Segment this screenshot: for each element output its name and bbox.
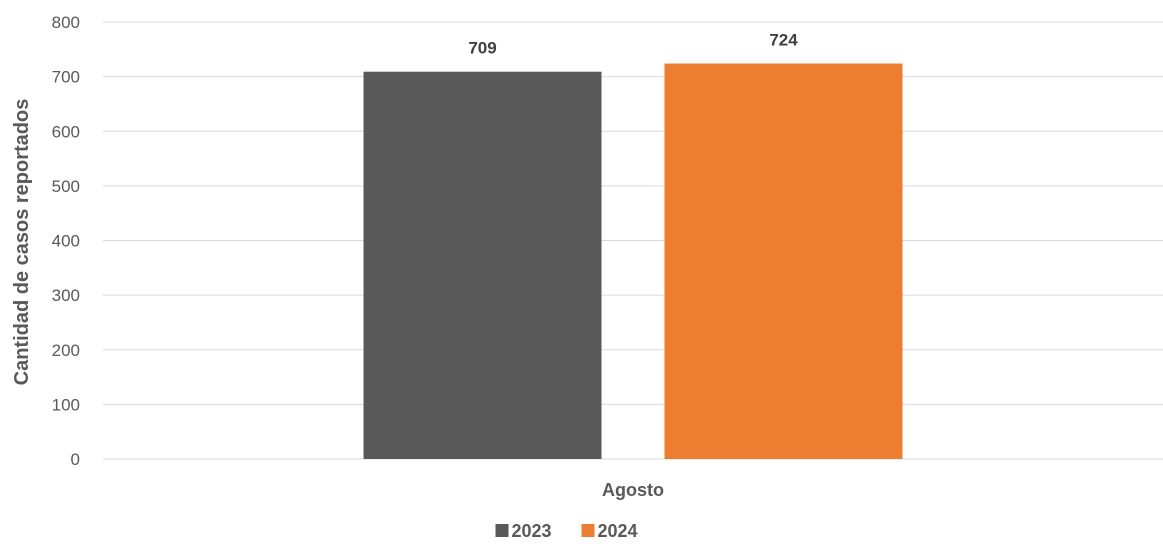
- data-label-2023: 709: [468, 39, 496, 58]
- gridlines: [103, 21, 1163, 460]
- y-tick-label: 800: [52, 13, 80, 32]
- y-tick-label: 100: [52, 395, 80, 414]
- bars: [363, 63, 903, 460]
- y-tick-label: 600: [52, 122, 80, 141]
- bar-2024: [664, 63, 903, 459]
- bar-2023: [363, 71, 602, 460]
- y-axis-label: Cantidad de casos reportados: [11, 99, 33, 386]
- y-tick-label: 500: [52, 177, 80, 196]
- y-tick-label: 400: [52, 232, 80, 251]
- y-tick-label: 0: [71, 450, 80, 469]
- data-labels: 709 724: [468, 31, 798, 58]
- y-tick-label: 300: [52, 286, 80, 305]
- y-tick-label: 200: [52, 341, 80, 360]
- x-category-label: Agosto: [602, 480, 664, 500]
- x-axis-categories: Agosto: [602, 480, 664, 500]
- legend: 2023 2024: [495, 521, 638, 541]
- y-tick-label: 700: [52, 68, 80, 87]
- y-axis-ticks: 0 100 200 300 400 500 600 700 800: [52, 13, 80, 469]
- legend-label-2024: 2024: [598, 521, 638, 541]
- legend-item-2023: 2023: [495, 521, 552, 541]
- legend-label-2023: 2023: [512, 521, 552, 541]
- data-label-2024: 724: [769, 31, 798, 50]
- legend-item-2024: 2024: [581, 521, 638, 541]
- legend-swatch-2023: [495, 524, 509, 537]
- legend-swatch-2024: [581, 524, 595, 537]
